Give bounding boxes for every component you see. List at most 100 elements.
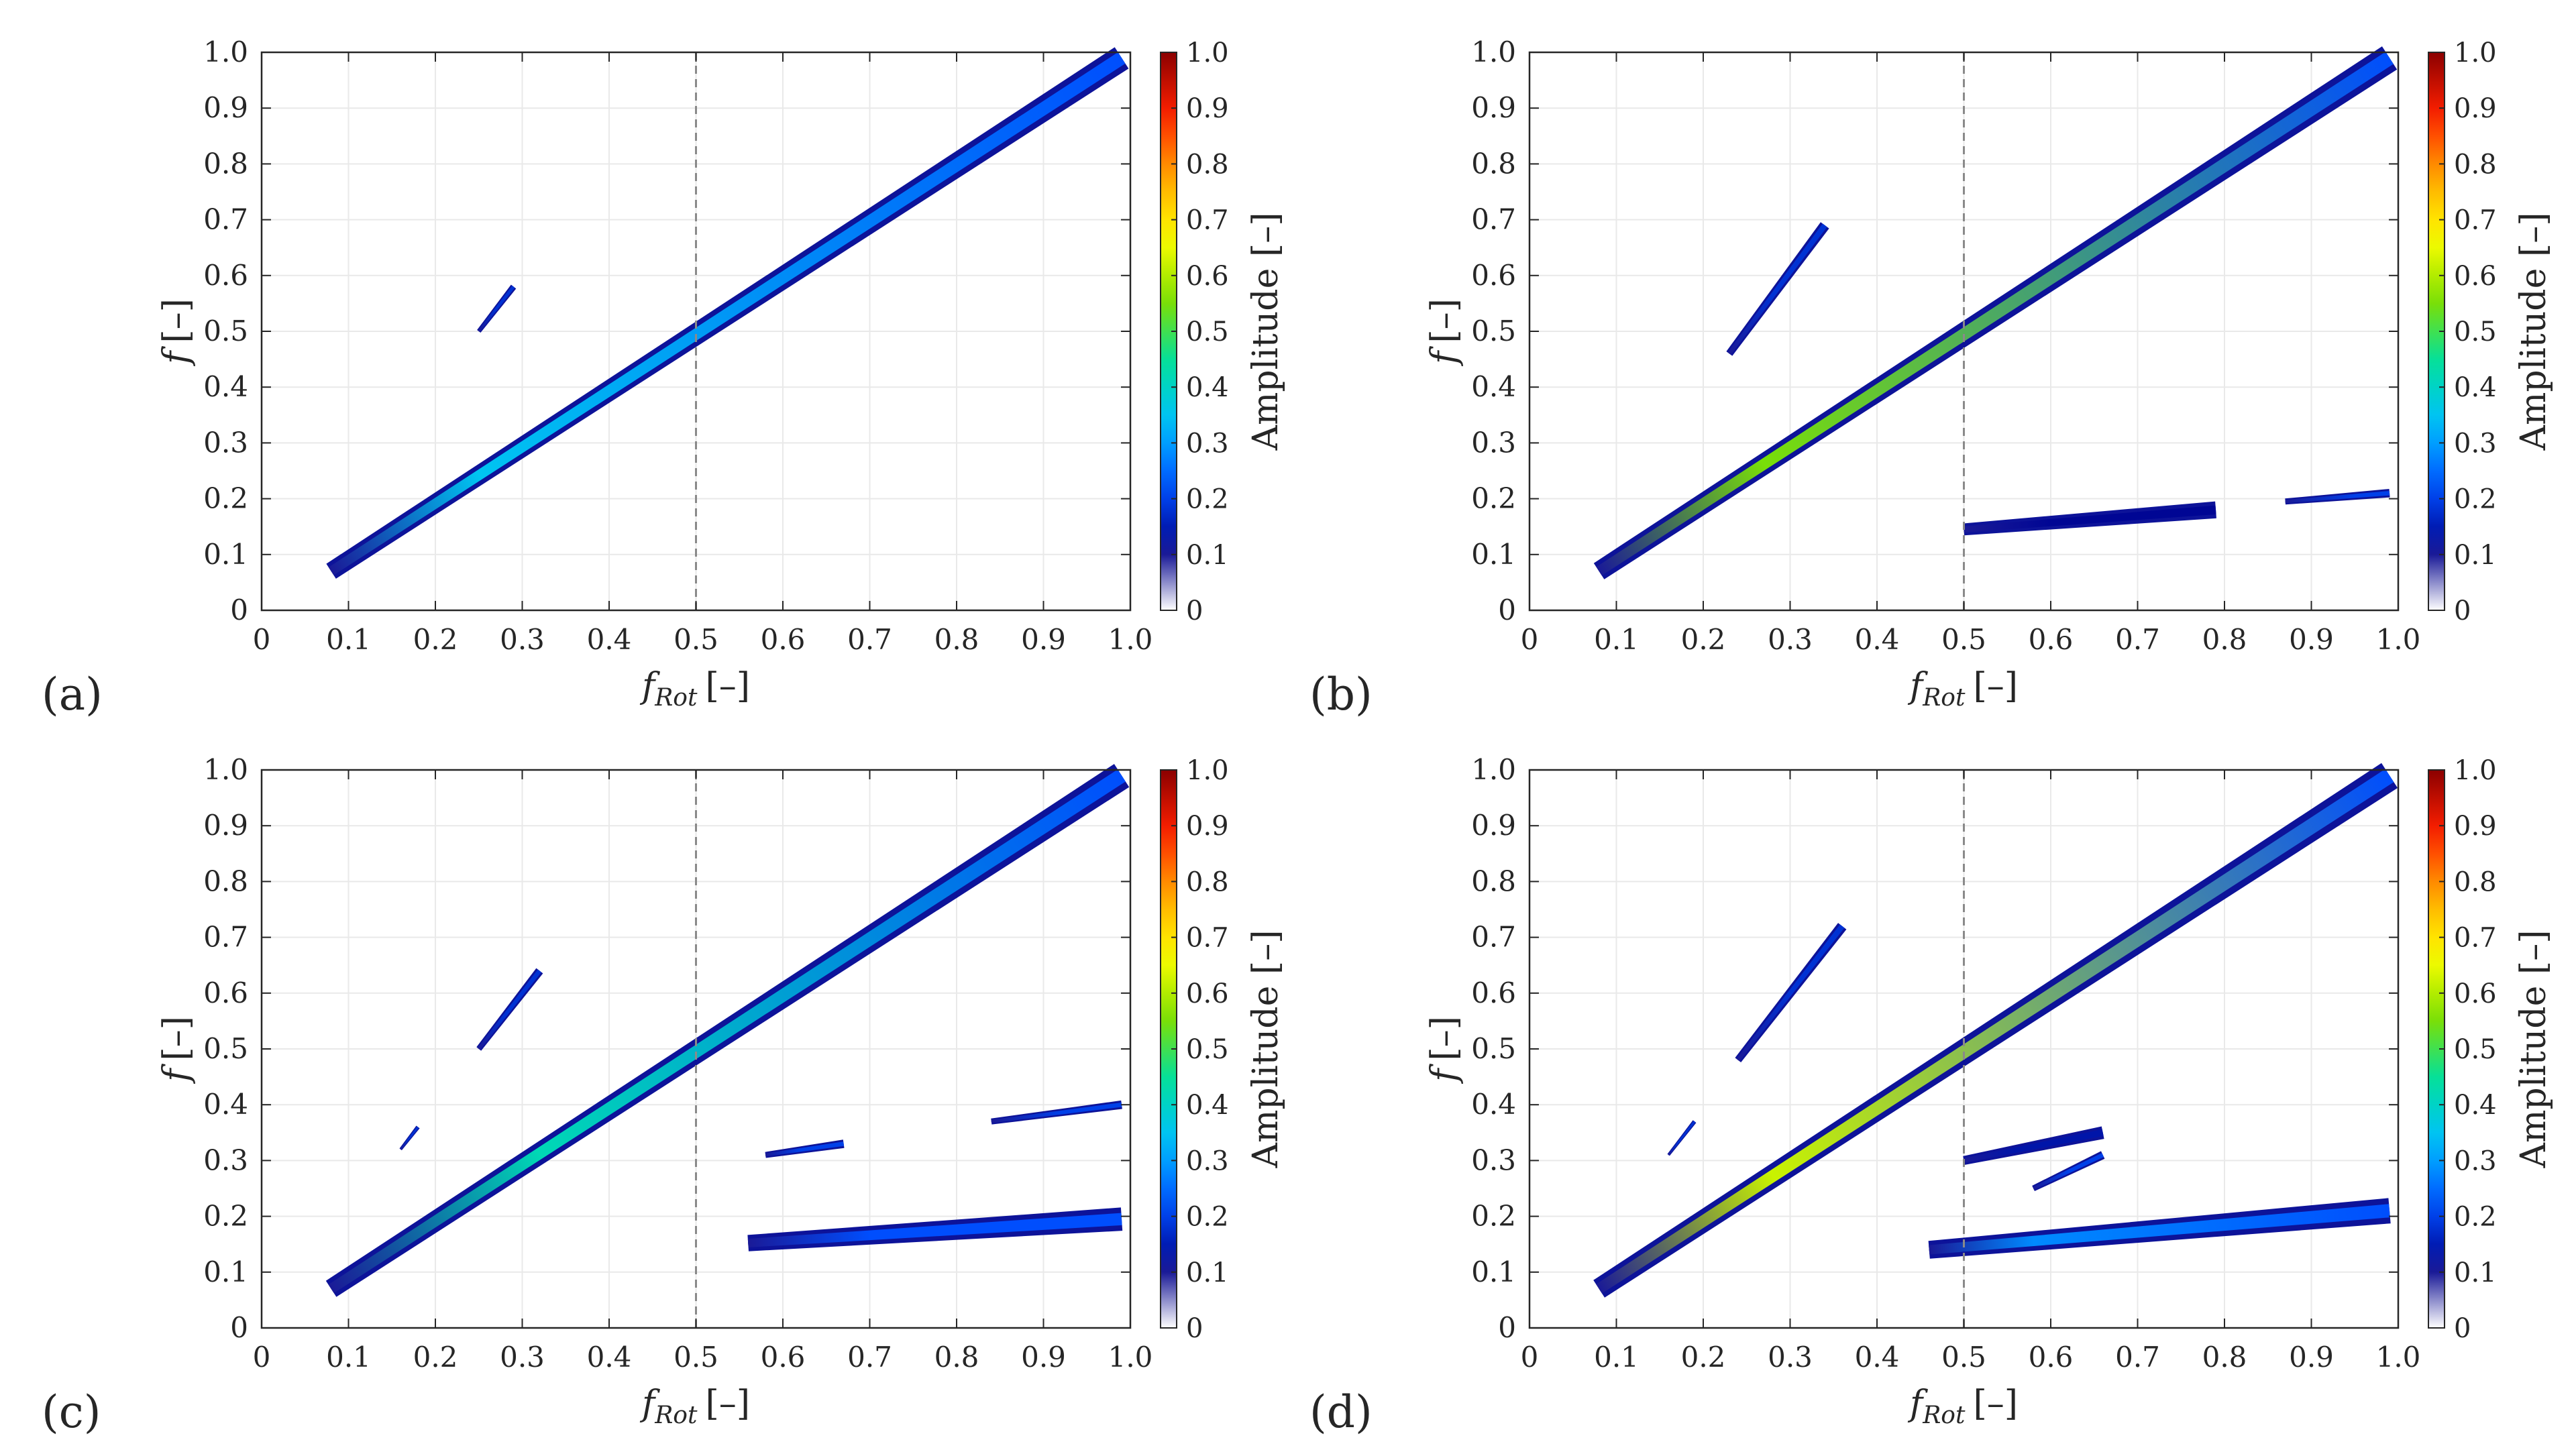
x-axis-label-subscript: Rot — [654, 1402, 698, 1429]
band-core — [1929, 1204, 2390, 1255]
colorbar-tick-label: 0.8 — [2454, 866, 2497, 897]
panel-d: 0 0.1 0.2 0.3 0.4 0.5 0.6 0.7 0.8 0.9 1.0 0 0.1 0.2 0.… — [1309, 753, 2554, 1438]
band-ridge — [478, 286, 515, 332]
heat-band-low-frequency-band — [1963, 501, 2216, 536]
x-tick-label: 0.3 — [500, 1341, 545, 1374]
colorbar-tick-label: 0 — [2454, 1313, 2471, 1344]
x-tick-label: 0.1 — [1594, 623, 1639, 656]
colorbar-tick-label: 0.8 — [1186, 866, 1229, 897]
heat-band-mid-frequency-band — [1963, 1126, 2104, 1165]
x-tick-label: 0.5 — [1941, 1341, 1986, 1374]
y-tick-label: 0.4 — [203, 1088, 248, 1121]
colorbar-tick-label: 0.2 — [2454, 1202, 2497, 1233]
colorbar-tick-label: 0.7 — [2454, 923, 2497, 954]
y-tick-label: 0.9 — [203, 91, 248, 124]
y-tick-label: 0.3 — [1471, 1143, 1516, 1176]
colorbar: 0 0.1 0.2 0.3 0.4 0.5 0.6 0.7 0.8 0.9 1.0 Amplitude… — [1160, 38, 1286, 626]
y-tick-label: 0.2 — [1471, 482, 1516, 515]
y-tick-label: 0.1 — [1471, 538, 1516, 571]
y-tick-label: 0 — [230, 1311, 248, 1344]
x-tick-label: 0.1 — [326, 623, 371, 656]
y-tick-label: 0.9 — [203, 809, 248, 842]
colorbar-tick-label: 0 — [2454, 596, 2471, 626]
y-tick-label: 0.1 — [203, 538, 248, 571]
y-ticks: 0 0.1 0.2 0.3 0.4 0.5 0.6 0.7 0.8 0.9 1.0 — [1471, 753, 2398, 1344]
colorbar-tick-label: 0.5 — [1186, 317, 1229, 347]
heat-band-mid-frequency-short-band — [2032, 1151, 2105, 1191]
heat-band-1x-order-line — [1593, 763, 2398, 1298]
colorbar-label: Amplitude [–] — [1246, 930, 1286, 1169]
colorbar-tick-label: 0.8 — [2454, 149, 2497, 180]
y-axis-label: f [–] — [1424, 298, 1464, 367]
heat-bands — [1593, 46, 2398, 579]
colorbar-tick-label: 0.2 — [2454, 484, 2497, 515]
colorbar-tick-label: 0.1 — [2454, 540, 2497, 571]
colorbar-tick-label: 0.6 — [1186, 261, 1229, 292]
colorbar: 0 0.1 0.2 0.3 0.4 0.5 0.6 0.7 0.8 0.9 1.0 Amplitude… — [2428, 38, 2554, 626]
heat-bands — [1593, 763, 2398, 1298]
x-tick-label: 0 — [1521, 623, 1539, 656]
y-tick-label: 0.8 — [203, 147, 248, 180]
x-tick-label: 0.9 — [2289, 1341, 2334, 1374]
colorbar-tick-label: 0.4 — [2454, 372, 2497, 403]
heat-band-low-frequency-band — [747, 1207, 1123, 1251]
panels: 0 0.1 0.2 0.3 0.4 0.5 0.6 0.7 0.8 0.9 1.0 0 0.1 0.2 0.… — [42, 36, 2554, 1438]
x-axis-label-unit: [–] — [1973, 666, 2018, 706]
y-tick-label: 1.0 — [1471, 36, 1516, 68]
y-ticks: 0 0.1 0.2 0.3 0.4 0.5 0.6 0.7 0.8 0.9 1.0 — [203, 753, 1130, 1344]
heat-band-sub-harmonic-streak — [1726, 222, 1829, 356]
panel-label: (b) — [1309, 669, 1373, 720]
y-tick-label: 0.8 — [1471, 147, 1516, 180]
y-tick-label: 0.3 — [1471, 426, 1516, 459]
x-tick-label: 0 — [1521, 1341, 1539, 1374]
x-tick-label: 0.8 — [934, 623, 979, 656]
colorbar-tick-label: 1.0 — [1186, 38, 1229, 68]
y-axis-label: f [–] — [1424, 1016, 1464, 1084]
colorbar-label: Amplitude [–] — [2514, 930, 2554, 1169]
x-ticks: 0 0.1 0.2 0.3 0.4 0.5 0.6 0.7 0.8 0.9 1.0 — [1521, 770, 2420, 1374]
y-axis-label: f [–] — [156, 298, 197, 367]
x-axis-label-subscript: Rot — [1922, 684, 1966, 712]
heat-bands — [326, 47, 1129, 579]
colorbar-tick-label: 0.2 — [1186, 1202, 1229, 1233]
colorbar-tick-label: 1.0 — [1186, 755, 1229, 786]
heat-band-1x-order-line — [1593, 46, 2398, 579]
x-tick-label: 0.4 — [587, 623, 632, 656]
x-tick-label: 0.2 — [1681, 623, 1726, 656]
y-tick-label: 0.6 — [1471, 259, 1516, 292]
colorbar-tick-label: 0.9 — [2454, 93, 2497, 124]
band-ridge — [748, 1218, 1122, 1244]
x-tick-label: 0.8 — [2202, 1341, 2247, 1374]
x-ticks: 0 0.1 0.2 0.3 0.4 0.5 0.6 0.7 0.8 0.9 1.0 — [1521, 52, 2420, 656]
panel-label: (c) — [42, 1386, 101, 1438]
y-tick-label: 0.4 — [203, 370, 248, 403]
x-tick-label: 0.5 — [1941, 623, 1986, 656]
colorbar-tick-label: 0.9 — [1186, 93, 1229, 124]
heat-band-sub-harmonic-streak — [477, 284, 517, 333]
y-tick-label: 0.3 — [203, 1143, 248, 1176]
colorbar-tick-label: 1.0 — [2454, 755, 2497, 786]
x-tick-label: 0.1 — [326, 1341, 371, 1374]
heat-bands — [325, 764, 1130, 1297]
x-tick-label: 0.9 — [2289, 623, 2334, 656]
x-tick-label: 0.2 — [1681, 1341, 1726, 1374]
colorbar-tick-label: 0.9 — [1186, 811, 1229, 842]
x-axis-label-subscript: Rot — [654, 684, 698, 712]
panel-c: 0 0.1 0.2 0.3 0.4 0.5 0.6 0.7 0.8 0.9 1.0 0 0.1 0.2 0.… — [42, 753, 1286, 1438]
x-tick-label: 0.6 — [2029, 623, 2074, 656]
y-tick-label: 0 — [1498, 1311, 1516, 1344]
band-ridge — [478, 970, 541, 1050]
colorbar-tick-label: 0.7 — [1186, 923, 1229, 954]
heat-band-mid-frequency-band — [765, 1139, 845, 1158]
x-tick-label: 0.8 — [2202, 623, 2247, 656]
panel-b: 0 0.1 0.2 0.3 0.4 0.5 0.6 0.7 0.8 0.9 1.0 0 0.1 0.2 0.… — [1309, 36, 2554, 720]
x-tick-label: 0.2 — [413, 623, 458, 656]
colorbar-tick-label: 0.4 — [2454, 1090, 2497, 1121]
y-tick-label: 0.5 — [1471, 1032, 1516, 1065]
colorbar-label: Amplitude [–] — [2514, 213, 2554, 451]
y-tick-label: 0.8 — [1471, 864, 1516, 897]
y-tick-label: 0.2 — [203, 482, 248, 515]
x-ticks: 0 0.1 0.2 0.3 0.4 0.5 0.6 0.7 0.8 0.9 1.0 — [253, 770, 1152, 1374]
y-tick-label: 1.0 — [203, 36, 248, 68]
colorbar-tick-label: 0.4 — [1186, 1090, 1229, 1121]
